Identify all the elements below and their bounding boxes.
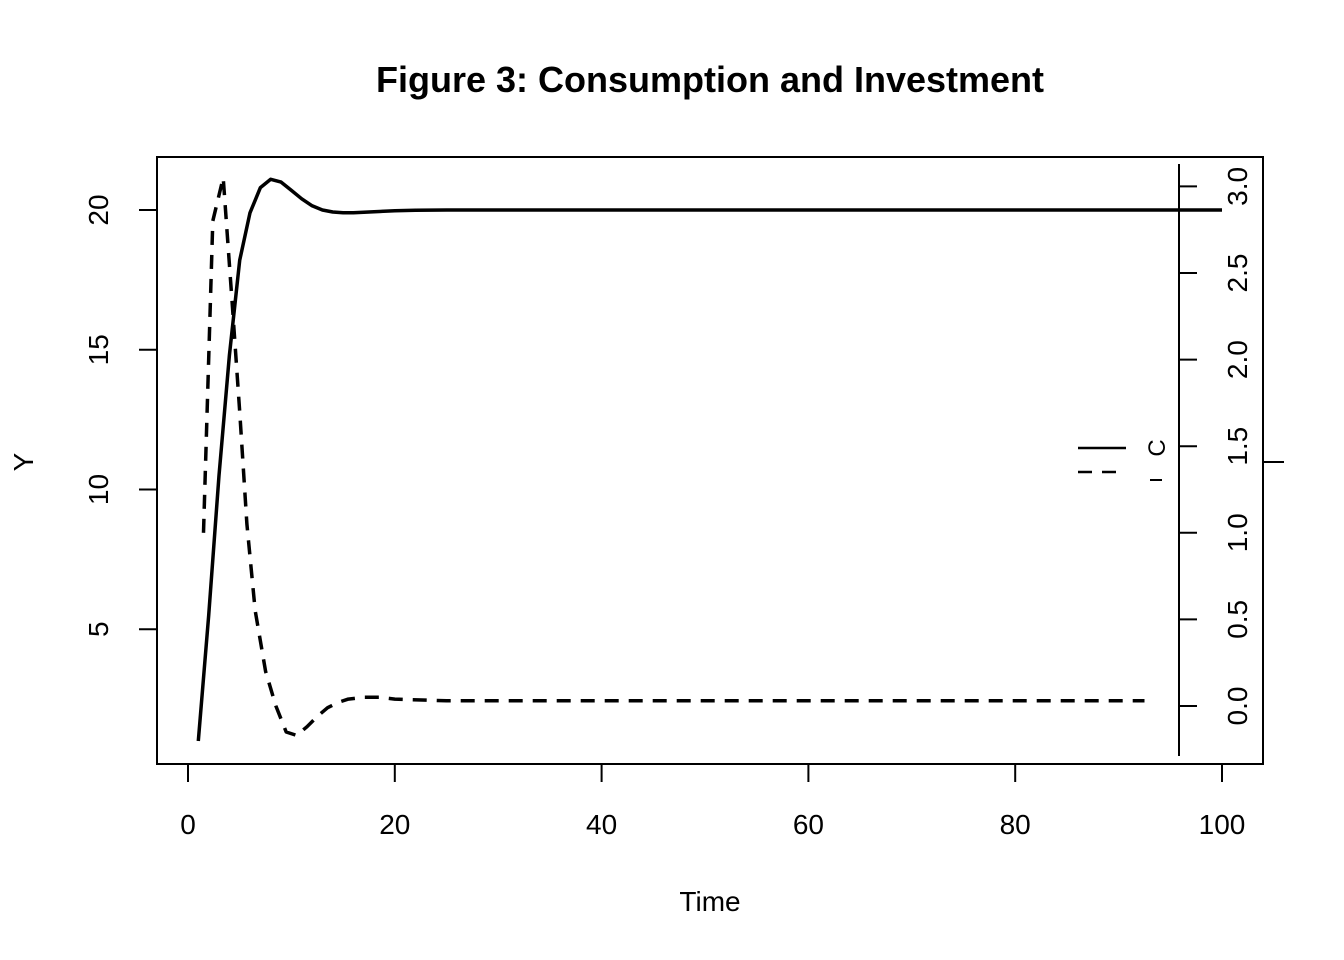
x-tick-label: 60 [793, 809, 824, 840]
secondary-tick-label: 0.0 [1222, 687, 1253, 726]
secondary-tick-label: 2.5 [1222, 254, 1253, 293]
x-tick-label: 20 [379, 809, 410, 840]
x-tick-label: 100 [1199, 809, 1246, 840]
x-tick-label: 0 [180, 809, 196, 840]
secondary-tick-label: 0.5 [1222, 600, 1253, 639]
x-axis-label: Time [679, 886, 740, 917]
x-tick-label: 40 [586, 809, 617, 840]
legend: C [1078, 439, 1171, 481]
y-tick-label: 10 [83, 474, 114, 505]
secondary-y-axis: 0.0 0.5 1.0 1.5 2.0 2.5 3.0 [1178, 164, 1253, 756]
secondary-tick-label: 2.0 [1222, 340, 1253, 379]
series-line-dashed [201, 175, 1145, 738]
y-tick-label: 5 [83, 621, 114, 637]
secondary-tick-label: 1.0 [1222, 513, 1253, 552]
secondary-tick-label: 3.0 [1222, 167, 1253, 206]
series-line-solid [196, 177, 1222, 742]
y-axis-label: Y [8, 452, 39, 471]
secondary-tick-label: 1.5 [1222, 427, 1253, 466]
plot-frame [156, 156, 1264, 765]
y-tick-label: 15 [83, 334, 114, 365]
y-axis: 5 10 15 20 [83, 194, 158, 637]
series-group [196, 175, 1222, 742]
x-axis: 0 20 40 60 80 100 [180, 763, 1246, 840]
x-tick-label: 80 [1000, 809, 1031, 840]
legend-label: C [1144, 439, 1171, 456]
chart-title: Figure 3: Consumption and Investment [376, 59, 1044, 100]
y-tick-label: 20 [83, 194, 114, 225]
